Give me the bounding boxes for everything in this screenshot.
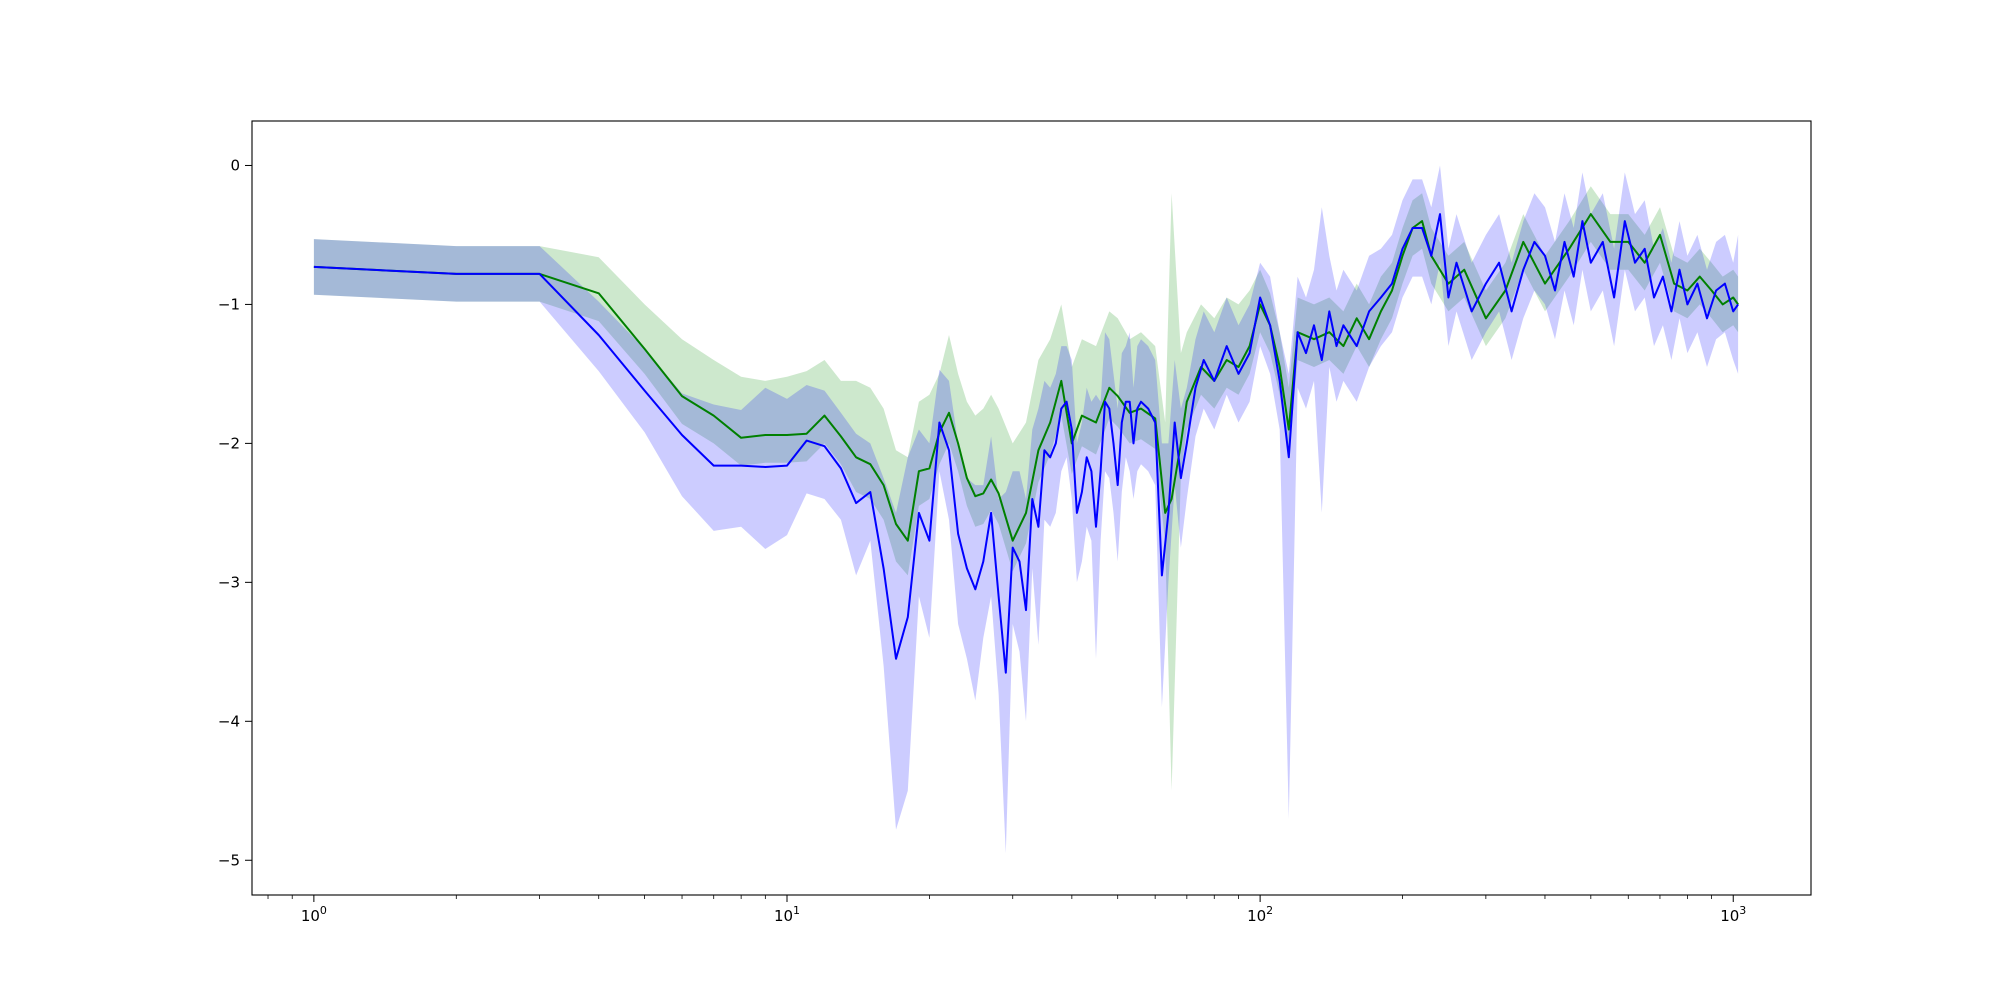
y-tick-label: −3 bbox=[218, 573, 240, 591]
x-tick-label-exponent: 1 bbox=[793, 904, 800, 917]
x-axis: 100 101 102 103 bbox=[267, 895, 1746, 925]
x-tick-label: 100 bbox=[301, 904, 327, 925]
x-tick-label-exponent: 3 bbox=[1739, 904, 1746, 917]
y-tick-label: −5 bbox=[218, 851, 240, 869]
series-lines bbox=[313, 213, 1739, 674]
x-tick-label: 101 bbox=[774, 904, 800, 925]
confidence-band-1 bbox=[313, 186, 1739, 791]
y-axis: 0 −1 −2 −3 −4 −5 bbox=[218, 156, 252, 869]
series-line-1 bbox=[313, 213, 1739, 542]
x-tick-label-base: 10 bbox=[1247, 907, 1266, 925]
plot-frame bbox=[251, 120, 1812, 896]
x-tick-label-base: 10 bbox=[774, 907, 793, 925]
y-tick-label: −2 bbox=[218, 434, 240, 452]
y-tick-label: −4 bbox=[218, 712, 240, 730]
x-tick-label-base: 10 bbox=[301, 907, 320, 925]
y-tick-label: 0 bbox=[230, 156, 240, 174]
x-tick-label-exponent: 0 bbox=[320, 904, 327, 917]
x-tick-label: 102 bbox=[1247, 904, 1273, 925]
x-tick-label: 103 bbox=[1720, 904, 1746, 925]
series-line-2 bbox=[313, 213, 1739, 674]
x-tick-label-base: 10 bbox=[1720, 907, 1739, 925]
y-tick-label: −1 bbox=[218, 295, 240, 313]
x-tick-label-exponent: 2 bbox=[1266, 904, 1273, 917]
